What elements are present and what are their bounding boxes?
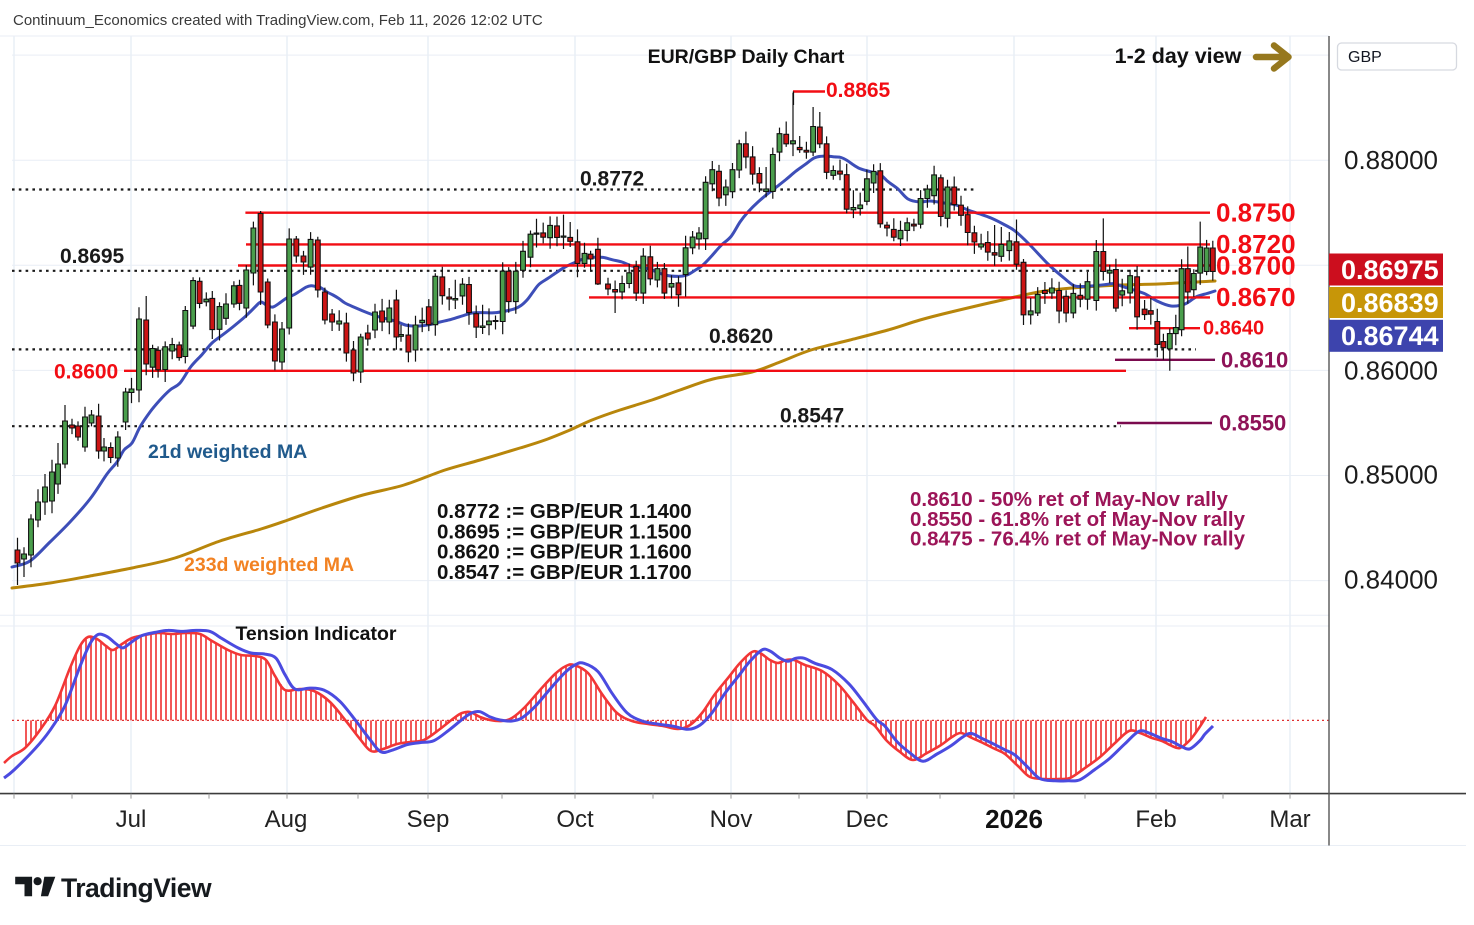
svg-text:GBP: GBP [1348,49,1382,66]
svg-text:Sep: Sep [407,806,450,833]
svg-text:0.8547: 0.8547 [780,405,844,428]
svg-text:Dec: Dec [846,806,889,833]
svg-text:0.86000: 0.86000 [1344,355,1438,385]
svg-text:0.8610 - 50% ret of May-Nov ra: 0.8610 - 50% ret of May-Nov rally [910,488,1228,511]
svg-text:0.8670: 0.8670 [1216,282,1296,312]
svg-text:0.8700: 0.8700 [1216,250,1296,280]
svg-text:Aug: Aug [265,806,308,833]
svg-text:0.8547 := GBP/EUR 1.1700: 0.8547 := GBP/EUR 1.1700 [437,561,692,584]
svg-text:TradingView: TradingView [61,873,212,903]
svg-text:0.8772: 0.8772 [580,168,644,191]
svg-text:EUR/GBP Daily Chart: EUR/GBP Daily Chart [648,46,845,68]
svg-text:2026: 2026 [985,804,1043,834]
svg-text:0.86839: 0.86839 [1341,288,1439,318]
svg-text:0.8550: 0.8550 [1219,411,1286,436]
svg-text:0.8772 := GBP/EUR 1.1400: 0.8772 := GBP/EUR 1.1400 [437,500,692,523]
svg-text:0.8550 - 61.8% ret of May-Nov: 0.8550 - 61.8% ret of May-Nov rally [910,508,1246,531]
svg-text:0.8720: 0.8720 [1216,229,1296,259]
svg-text:1-2 day view: 1-2 day view [1115,44,1242,68]
svg-text:Mar: Mar [1269,806,1310,833]
svg-text:Nov: Nov [710,806,753,833]
svg-text:0.85000: 0.85000 [1344,460,1438,490]
svg-text:Feb: Feb [1135,806,1176,833]
svg-text:0.8475 - 76.4% ret of May-Nov: 0.8475 - 76.4% ret of May-Nov rally [910,528,1246,551]
svg-text:0.86744: 0.86744 [1341,321,1439,351]
svg-text:0.8750: 0.8750 [1216,198,1296,228]
svg-text:0.88000: 0.88000 [1344,145,1438,175]
svg-text:Tension Indicator: Tension Indicator [235,623,396,645]
svg-text:0.8695: 0.8695 [60,245,125,268]
svg-text:0.84000: 0.84000 [1344,565,1438,595]
svg-text:0.8600: 0.8600 [54,361,118,384]
svg-text:Jul: Jul [116,806,147,833]
svg-text:0.8610: 0.8610 [1221,348,1288,373]
svg-text:Oct: Oct [556,806,594,833]
svg-text:0.8620 := GBP/EUR 1.1600: 0.8620 := GBP/EUR 1.1600 [437,541,692,564]
svg-text:21d weighted MA: 21d weighted MA [148,441,307,463]
svg-text:0.8640: 0.8640 [1203,318,1264,340]
svg-text:0.8620: 0.8620 [709,325,773,348]
svg-text:0.8695 := GBP/EUR 1.1500: 0.8695 := GBP/EUR 1.1500 [437,520,692,543]
svg-text:Continuum_Economics created wi: Continuum_Economics created with Trading… [13,12,543,29]
svg-text:0.8865: 0.8865 [826,79,891,102]
svg-text:233d weighted MA: 233d weighted MA [184,554,354,576]
svg-text:0.86975: 0.86975 [1341,255,1439,285]
